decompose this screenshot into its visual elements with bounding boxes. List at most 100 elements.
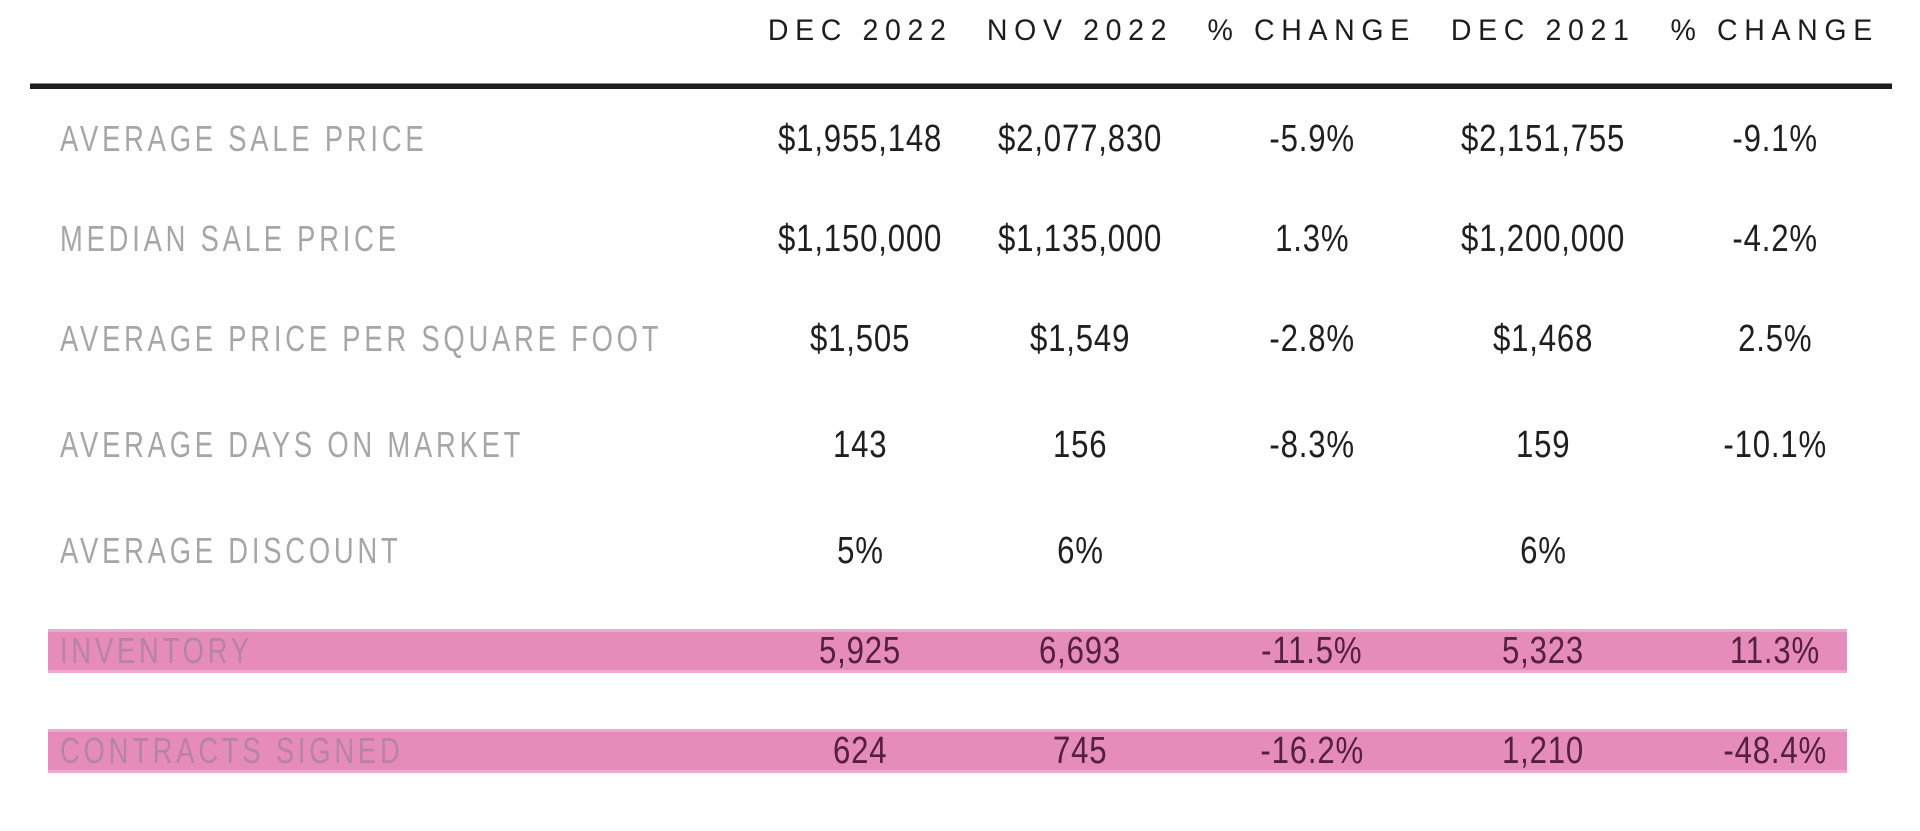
- column-header-label: % CHANGE: [1670, 14, 1880, 47]
- cell-pct-change-mom: -5.9%: [1190, 118, 1434, 161]
- cell-nov-2022: $1,549: [970, 318, 1190, 361]
- row-label-text: AVERAGE SALE PRICE: [60, 118, 428, 159]
- table-row-average-discount: AVERAGE DISCOUNT 5% 6% 6%: [0, 501, 1920, 601]
- cell-value: 5,925: [818, 629, 902, 672]
- cell-nov-2022: $2,077,830: [970, 118, 1190, 161]
- cell-value: $1,200,000: [1460, 217, 1626, 260]
- cell-pct-change-yoy: 11.3%: [1652, 630, 1898, 673]
- cell-dec-2021: 5,323: [1434, 630, 1652, 673]
- table-row-inventory: INVENTORY 5,925 6,693 -11.5% 5,323 11.3%: [0, 601, 1920, 701]
- cell-value: -10.1%: [1723, 423, 1827, 466]
- column-header-pct-change-yoy: % CHANGE: [1652, 14, 1898, 48]
- table-row-average-sale-price: AVERAGE SALE PRICE $1,955,148 $2,077,830…: [0, 89, 1920, 189]
- table-row-average-days-on-market: AVERAGE DAYS ON MARKET 143 156 -8.3% 159…: [0, 389, 1920, 501]
- cell-dec-2022: $1,150,000: [750, 218, 970, 261]
- cell-pct-change-yoy: -9.1%: [1652, 118, 1898, 161]
- column-header-dec-2021: DEC 2021: [1434, 14, 1652, 48]
- cell-dec-2022: 5%: [750, 530, 970, 573]
- row-label: AVERAGE DISCOUNT: [60, 530, 750, 572]
- cell-value: -11.5%: [1261, 629, 1363, 672]
- row-label: AVERAGE DAYS ON MARKET: [60, 424, 750, 466]
- column-header-nov-2022: NOV 2022: [970, 14, 1190, 48]
- cell-value: $1,135,000: [997, 217, 1163, 260]
- row-label: INVENTORY: [60, 630, 750, 672]
- cell-dec-2022: $1,505: [750, 318, 970, 361]
- cell-pct-change-yoy: [1652, 530, 1898, 573]
- cell-value: -9.1%: [1732, 117, 1818, 160]
- cell-dec-2021: 6%: [1434, 530, 1652, 573]
- row-label-text: INVENTORY: [60, 630, 253, 671]
- cell-value: 5,323: [1501, 629, 1585, 672]
- column-header-label: DEC 2022: [767, 14, 953, 47]
- row-label: AVERAGE SALE PRICE: [60, 118, 750, 160]
- table-header-row: DEC 2022 NOV 2022 % CHANGE DEC 2021 % CH…: [0, 0, 1920, 62]
- column-header-dec-2022: DEC 2022: [750, 14, 970, 48]
- cell-value: $1,150,000: [777, 217, 943, 260]
- cell-value: -2.8%: [1269, 317, 1355, 360]
- cell-value: 2.5%: [1737, 317, 1813, 360]
- cell-value: -5.9%: [1269, 117, 1355, 160]
- table-row-average-price-per-square-foot: AVERAGE PRICE PER SQUARE FOOT $1,505 $1,…: [0, 289, 1920, 389]
- cell-pct-change-yoy: 2.5%: [1652, 318, 1898, 361]
- row-label-text: AVERAGE PRICE PER SQUARE FOOT: [60, 318, 663, 359]
- cell-dec-2022: 143: [750, 424, 970, 467]
- cell-dec-2021: $1,200,000: [1434, 218, 1652, 261]
- cell-nov-2022: 156: [970, 424, 1190, 467]
- row-label-text: CONTRACTS SIGNED: [60, 730, 404, 771]
- cell-value: 5%: [836, 529, 884, 572]
- header-divider: [30, 83, 1892, 89]
- cell-nov-2022: $1,135,000: [970, 218, 1190, 261]
- cell-dec-2022: 5,925: [750, 630, 970, 673]
- cell-value: $1,505: [809, 317, 911, 360]
- highlight-band: [48, 729, 1847, 773]
- cell-pct-change-mom: -2.8%: [1190, 318, 1434, 361]
- cell-pct-change-mom: -16.2%: [1190, 730, 1434, 773]
- cell-nov-2022: 6%: [970, 530, 1190, 573]
- cell-dec-2022: 624: [750, 730, 970, 773]
- column-header-label: NOV 2022: [986, 14, 1174, 47]
- cell-value: $1,549: [1029, 317, 1131, 360]
- cell-value: 6,693: [1038, 629, 1122, 672]
- cell-value: $2,077,830: [997, 117, 1163, 160]
- highlight-band: [48, 629, 1847, 673]
- cell-dec-2022: $1,955,148: [750, 118, 970, 161]
- cell-value: 6%: [1519, 529, 1567, 572]
- cell-value: 624: [832, 729, 888, 772]
- cell-value: -4.2%: [1732, 217, 1818, 260]
- cell-value: -8.3%: [1269, 423, 1355, 466]
- cell-dec-2021: 159: [1434, 424, 1652, 467]
- cell-value: 6%: [1056, 529, 1104, 572]
- table-row-contracts-signed: CONTRACTS SIGNED 624 745 -16.2% 1,210 -4…: [0, 701, 1920, 801]
- column-header-label: DEC 2021: [1450, 14, 1636, 47]
- cell-value: $2,151,755: [1460, 117, 1626, 160]
- cell-value: 1.3%: [1274, 217, 1350, 260]
- cell-value: 745: [1052, 729, 1108, 772]
- cell-nov-2022: 745: [970, 730, 1190, 773]
- column-header-label: % CHANGE: [1207, 14, 1417, 47]
- cell-pct-change-mom: -11.5%: [1190, 630, 1434, 673]
- row-label: CONTRACTS SIGNED: [60, 730, 750, 772]
- cell-pct-change-mom: [1190, 530, 1434, 573]
- cell-value: 156: [1052, 423, 1108, 466]
- cell-pct-change-mom: -8.3%: [1190, 424, 1434, 467]
- row-label-text: AVERAGE DISCOUNT: [60, 530, 402, 571]
- cell-pct-change-mom: 1.3%: [1190, 218, 1434, 261]
- row-label-text: MEDIAN SALE PRICE: [60, 218, 400, 259]
- cell-value: $1,955,148: [777, 117, 943, 160]
- cell-value: 11.3%: [1729, 629, 1821, 672]
- cell-value: 159: [1515, 423, 1571, 466]
- cell-pct-change-yoy: -48.4%: [1652, 730, 1898, 773]
- row-label: AVERAGE PRICE PER SQUARE FOOT: [60, 318, 750, 360]
- row-label-text: AVERAGE DAYS ON MARKET: [60, 424, 525, 465]
- table-row-median-sale-price: MEDIAN SALE PRICE $1,150,000 $1,135,000 …: [0, 189, 1920, 289]
- cell-value: $1,468: [1492, 317, 1594, 360]
- cell-pct-change-yoy: -10.1%: [1652, 424, 1898, 467]
- cell-dec-2021: 1,210: [1434, 730, 1652, 773]
- row-label: MEDIAN SALE PRICE: [60, 218, 750, 260]
- column-header-pct-change-mom: % CHANGE: [1190, 14, 1434, 48]
- cell-pct-change-yoy: -4.2%: [1652, 218, 1898, 261]
- cell-value: 1,210: [1501, 729, 1585, 772]
- cell-dec-2021: $1,468: [1434, 318, 1652, 361]
- cell-dec-2021: $2,151,755: [1434, 118, 1652, 161]
